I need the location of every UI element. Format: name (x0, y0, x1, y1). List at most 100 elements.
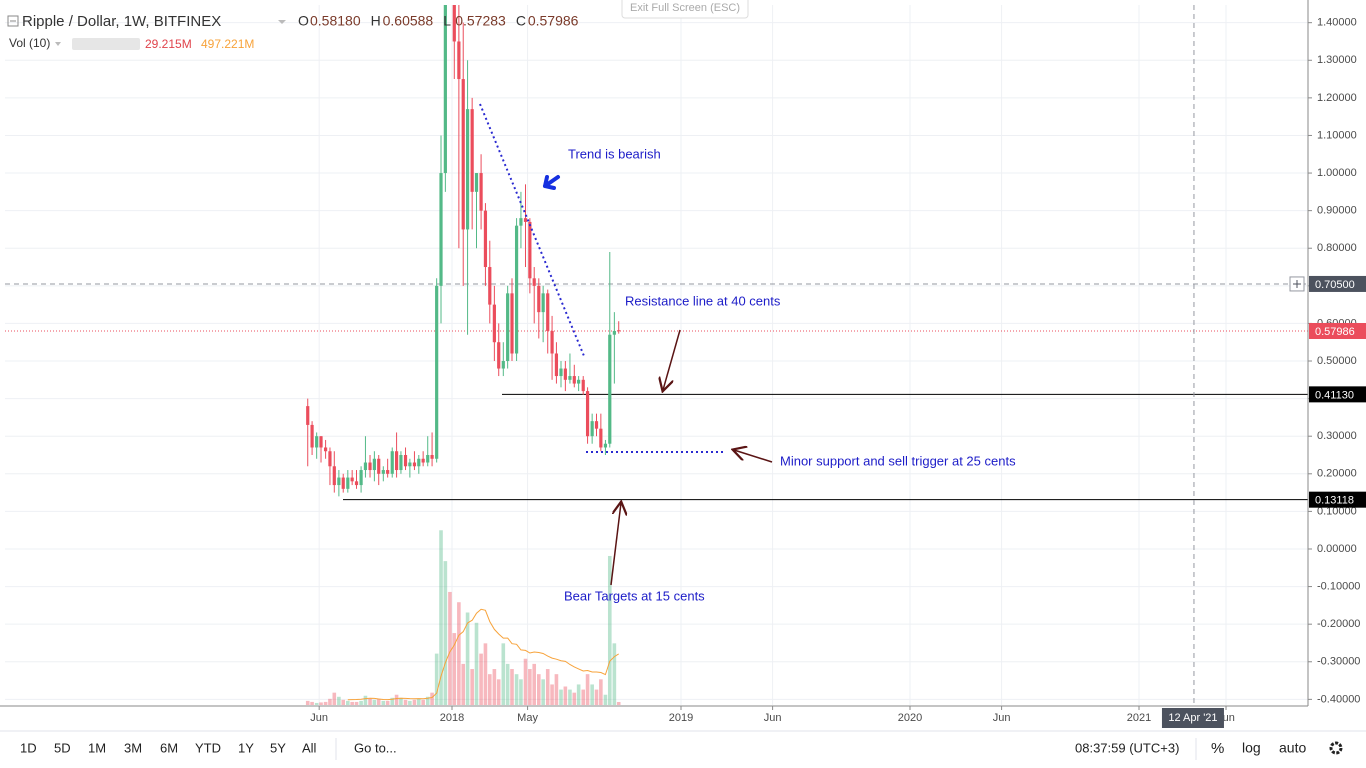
trend-line (479, 103, 585, 357)
exit-fullscreen[interactable]: Exit Full Screen (ESC) (621, 0, 749, 19)
dropdown-icon[interactable] (278, 20, 286, 24)
range-button[interactable]: 5Y (270, 740, 286, 755)
volume-bar (354, 701, 359, 705)
volume-bar (483, 643, 488, 705)
range-button[interactable]: 1Y (238, 740, 254, 755)
blue-arrow (543, 175, 560, 190)
settings-button[interactable] (1329, 741, 1343, 755)
candle-body (310, 424, 314, 448)
range-button[interactable]: 1M (88, 740, 106, 755)
candle-body (319, 436, 323, 448)
collapse-icon[interactable] (7, 15, 19, 27)
annotation: Minor support and sell trigger at 25 cen… (780, 453, 1016, 468)
volume-bar (607, 555, 612, 705)
volume-bar (554, 674, 559, 705)
range-button[interactable]: 5D (54, 740, 71, 755)
log-button[interactable]: log (1242, 740, 1261, 756)
volume-bar (563, 686, 568, 705)
range-button[interactable]: 3M (124, 740, 142, 755)
crosshair-badge (1161, 708, 1224, 728)
study-buttons[interactable] (72, 38, 140, 50)
volume-bar (310, 701, 314, 705)
candle-body (394, 451, 399, 471)
range-button[interactable]: 6M (160, 740, 178, 755)
volume-bar (314, 702, 319, 705)
volume-bar (514, 674, 519, 705)
volume-bar (519, 679, 523, 705)
x-tick-label: 2018 (440, 712, 464, 724)
volume-bar (443, 561, 448, 705)
volume-title: Vol (10) (9, 36, 50, 50)
candle-body (386, 470, 390, 474)
candle-body (537, 285, 541, 313)
candle-body (550, 330, 554, 354)
goto-button[interactable]: Go to... (354, 740, 397, 755)
candle-body (568, 376, 572, 380)
exit-button[interactable] (621, 0, 749, 19)
grid (5, 5, 1308, 705)
volume-bar (581, 689, 586, 705)
volume-bar (408, 700, 412, 705)
candle-body (368, 462, 372, 471)
arrow (610, 503, 621, 586)
x-tick-label: 2021 (1127, 712, 1151, 724)
ohlc-key: O (298, 13, 309, 29)
auto-button[interactable]: auto (1279, 740, 1306, 756)
candle-body (590, 421, 594, 437)
y-tick-label: -0.20000 (1317, 618, 1360, 630)
candle-body (381, 470, 385, 474)
dropdown-icon[interactable] (55, 42, 61, 46)
volume-bar (341, 699, 346, 705)
price-lines (5, 5, 1308, 705)
price-badge-label: 0.41130 (1315, 389, 1354, 401)
candle-body (514, 225, 519, 354)
volume-bar (412, 699, 417, 705)
candle-body (452, 5, 456, 42)
range-button[interactable]: 1D (20, 740, 37, 755)
candle-body (594, 421, 599, 429)
volume-bar (359, 700, 363, 705)
volume-bar (585, 674, 590, 705)
candle-body (617, 330, 621, 332)
candle-body (328, 451, 332, 467)
candle-body (519, 218, 523, 226)
volume-bar (319, 702, 323, 705)
y-tick-label: 1.00000 (1317, 167, 1357, 179)
price-badge (1309, 275, 1366, 292)
candle-body (337, 477, 341, 486)
candle-body (563, 368, 567, 380)
percent-button[interactable]: % (1211, 740, 1224, 757)
range-button[interactable]: All (302, 740, 317, 755)
annotation: Trend is bearish (568, 146, 661, 161)
candle-body (488, 267, 492, 305)
candle-body (354, 481, 359, 486)
y-tick-label: 1.30000 (1317, 54, 1357, 66)
volume-bar (381, 700, 386, 705)
x-tick-label: Jun (764, 712, 782, 724)
symbol-title: Ripple / Dollar, 1W, BITFINEX (22, 13, 221, 30)
volume-bar (332, 692, 337, 705)
volume-bar (465, 612, 470, 705)
candle-body (603, 443, 608, 448)
volume-bar (541, 679, 545, 705)
candle-body (399, 455, 403, 471)
volume-bar (394, 694, 399, 705)
volume-bar (599, 679, 603, 705)
y-tick-label: 0.10000 (1317, 505, 1357, 517)
volume-bar (545, 669, 550, 705)
exit-button-label[interactable]: Exit Full Screen (ESC) (630, 2, 740, 14)
volume-bar (346, 700, 350, 705)
candle-body (435, 285, 439, 459)
volume-bar (523, 658, 528, 705)
candle-body (608, 334, 612, 444)
volume-bar (439, 530, 443, 705)
range-button[interactable]: YTD (195, 740, 221, 755)
candle-body (572, 376, 576, 384)
drawings: Trend is bearish Resistance line at 40 ce… (479, 103, 1016, 603)
volume-bar (363, 695, 368, 705)
candles (306, 5, 621, 497)
volume-ma-line (347, 608, 619, 701)
ohlc-value: 0.57986 (528, 13, 579, 29)
candle-body (443, 5, 447, 174)
